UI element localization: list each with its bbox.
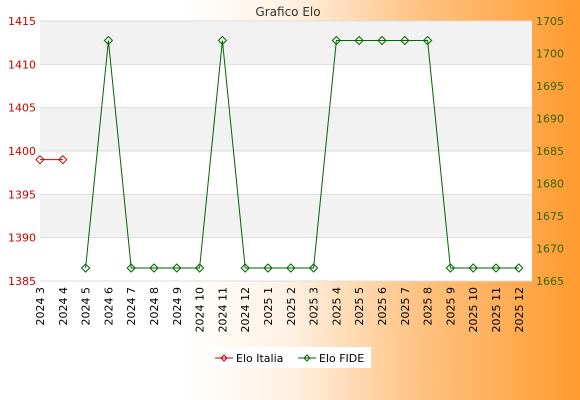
data-point bbox=[468, 263, 478, 273]
y-right-tick-label: 1695 bbox=[536, 80, 564, 93]
x-tick-label: 2025 5 bbox=[353, 287, 366, 326]
x-tick-label: 2025 11 bbox=[490, 287, 503, 333]
series-layer bbox=[35, 35, 524, 273]
data-point bbox=[422, 35, 433, 46]
plot-band bbox=[40, 237, 532, 281]
plot-band bbox=[40, 194, 532, 238]
data-point bbox=[194, 263, 205, 273]
y-axis-right: 1665 1670 1675 1680 1685 1690 1695 1700 1705 bbox=[536, 15, 564, 288]
x-tick-label: 2025 9 bbox=[444, 287, 457, 326]
data-point bbox=[491, 263, 501, 273]
y-right-tick-label: 1680 bbox=[536, 178, 564, 191]
data-point bbox=[126, 263, 136, 273]
x-tick-label: 2024 8 bbox=[148, 287, 161, 326]
x-tick-label: 2024 6 bbox=[102, 287, 115, 326]
y-left-tick-label: 1405 bbox=[8, 102, 36, 115]
y-left-tick-label: 1385 bbox=[8, 275, 36, 288]
x-axis: 2024 3 2024 4 2024 5 2024 6 2024 7 2024 8 2024… bbox=[34, 287, 526, 333]
y-left-tick-label: 1395 bbox=[8, 188, 36, 201]
data-point bbox=[263, 263, 273, 273]
data-point bbox=[308, 263, 319, 273]
data-point bbox=[240, 263, 250, 273]
y-right-tick-label: 1690 bbox=[536, 113, 564, 126]
y-right-tick-label: 1705 bbox=[536, 15, 564, 28]
x-tick-label: 2025 8 bbox=[422, 287, 435, 326]
legend-label-elo-fide: Elo FIDE bbox=[319, 352, 364, 365]
plot-background-bands bbox=[40, 21, 532, 281]
x-tick-label: 2024 11 bbox=[216, 287, 229, 333]
legend: Elo Italia Elo FIDE bbox=[211, 347, 371, 368]
legend-item-elo-italia: Elo Italia bbox=[215, 352, 283, 365]
legend-marker-elo-fide bbox=[303, 354, 311, 362]
x-tick-label: 2025 3 bbox=[308, 287, 321, 326]
y-axis-left: 1385 1390 1395 1400 1405 1410 1415 bbox=[8, 15, 36, 288]
data-point bbox=[149, 263, 159, 273]
legend-item-elo-fide: Elo FIDE bbox=[298, 352, 364, 365]
data-point bbox=[35, 154, 45, 165]
x-tick-label: 2025 4 bbox=[330, 287, 343, 326]
y-right-tick-label: 1670 bbox=[536, 243, 564, 256]
y-left-tick-label: 1390 bbox=[8, 232, 36, 245]
data-point bbox=[172, 263, 182, 273]
x-tick-label: 2025 6 bbox=[376, 287, 389, 326]
chart-title: Grafico Elo bbox=[255, 5, 320, 19]
x-tick-label: 2025 1 bbox=[262, 287, 275, 326]
x-tick-label: 2024 7 bbox=[125, 287, 138, 326]
legend-marker-elo-italia bbox=[220, 354, 228, 362]
data-point bbox=[445, 263, 456, 273]
plot-band bbox=[40, 21, 532, 65]
y-left-tick-label: 1415 bbox=[8, 15, 36, 28]
data-point bbox=[377, 35, 387, 46]
x-tick-label: 2024 4 bbox=[57, 287, 70, 326]
x-tick-label: 2024 5 bbox=[80, 287, 93, 326]
data-point bbox=[354, 35, 364, 46]
data-point bbox=[58, 154, 68, 165]
x-tick-label: 2024 10 bbox=[194, 287, 207, 333]
x-tick-label: 2024 12 bbox=[239, 287, 252, 333]
data-point bbox=[217, 35, 228, 46]
y-right-tick-label: 1665 bbox=[536, 275, 564, 288]
x-tick-label: 2025 2 bbox=[285, 287, 298, 326]
data-point bbox=[286, 263, 296, 273]
x-tick-label: 2025 7 bbox=[399, 287, 412, 326]
y-right-tick-label: 1675 bbox=[536, 210, 564, 223]
data-point bbox=[514, 263, 524, 273]
x-tick-label: 2024 3 bbox=[34, 287, 47, 326]
y-left-tick-label: 1410 bbox=[8, 58, 36, 71]
data-point bbox=[331, 35, 342, 46]
legend-label-elo-italia: Elo Italia bbox=[236, 352, 283, 365]
plot-band bbox=[40, 151, 532, 195]
x-tick-label: 2025 12 bbox=[513, 287, 526, 333]
x-tick-label: 2024 9 bbox=[171, 287, 184, 326]
data-point bbox=[80, 263, 91, 273]
legend-box bbox=[211, 347, 371, 368]
y-right-tick-label: 1685 bbox=[536, 145, 564, 158]
y-left-tick-label: 1400 bbox=[8, 145, 36, 158]
gridlines bbox=[40, 20, 532, 282]
data-point bbox=[103, 35, 114, 46]
plot-band bbox=[40, 64, 532, 108]
y-right-tick-label: 1700 bbox=[536, 48, 564, 61]
plot-band bbox=[40, 107, 532, 151]
x-tick-label: 2025 10 bbox=[467, 287, 480, 333]
data-point bbox=[400, 35, 410, 46]
